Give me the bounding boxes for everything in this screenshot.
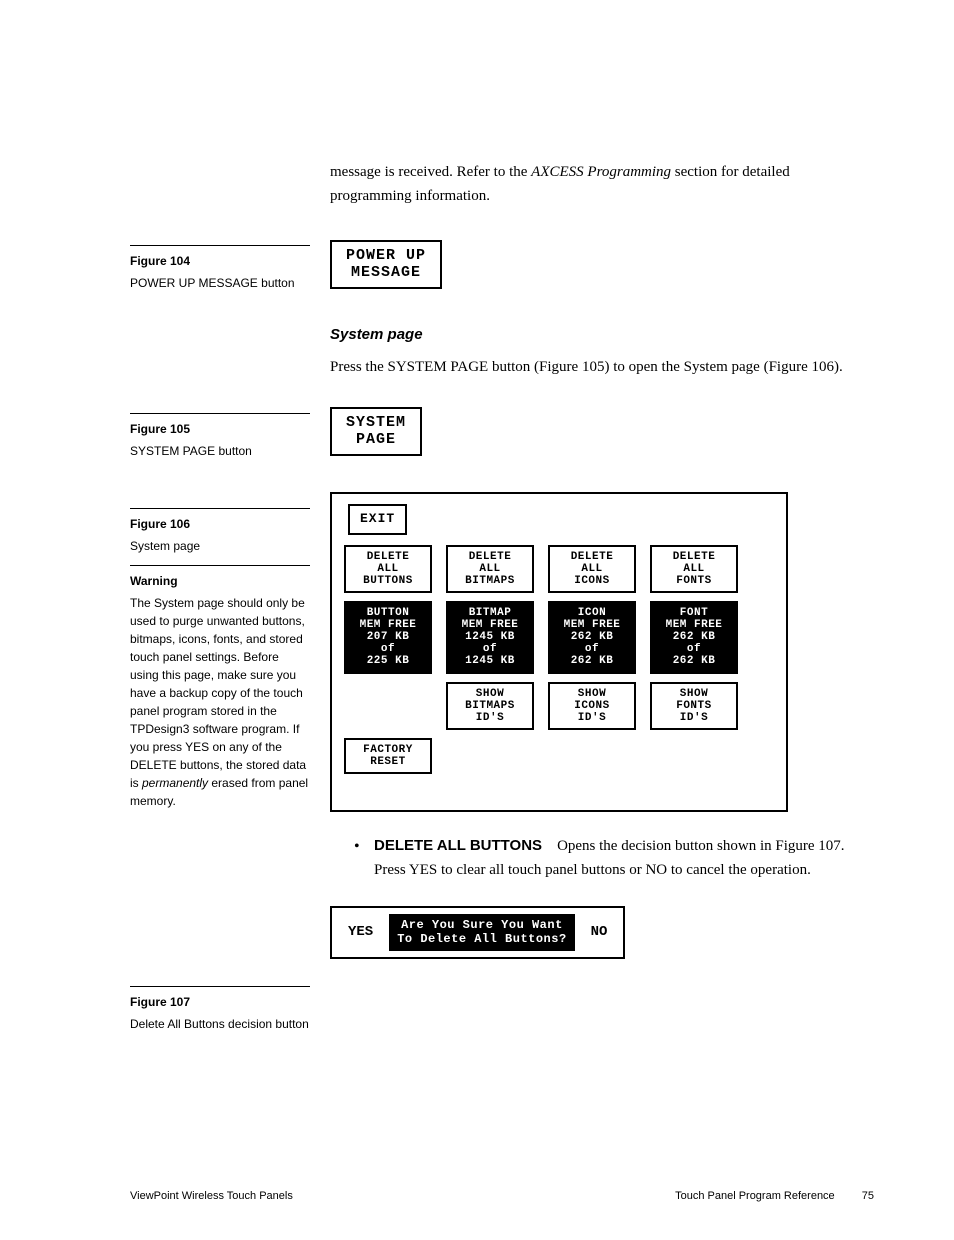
fig105-caption: SYSTEM PAGE button xyxy=(130,442,310,460)
rule xyxy=(130,413,310,414)
lcd-line1: POWER UP xyxy=(346,248,426,265)
decision-dialog: YES Are You Sure You Want To Delete All … xyxy=(330,906,625,959)
exit-button[interactable]: EXIT xyxy=(348,504,407,535)
fig106-title: Figure 106 xyxy=(130,515,310,533)
rule xyxy=(130,565,310,566)
section: System page Press the SYSTEM PAGE button… xyxy=(330,323,874,379)
fig106-figure: EXIT DELETEALLBUTTONS DELETEALLBITMAPS D… xyxy=(330,492,874,812)
fig107-figure: YES Are You Sure You Want To Delete All … xyxy=(330,906,874,959)
warning-em: permanently xyxy=(142,776,208,790)
delete-all-bitmaps-button[interactable]: DELETEALLBITMAPS xyxy=(446,545,534,593)
lcd-line2: MESSAGE xyxy=(346,265,426,282)
fig104-figure: POWER UP MESSAGE xyxy=(330,240,874,289)
panel-row-4: FACTORYRESET xyxy=(344,738,774,774)
show-bitmaps-ids-button[interactable]: SHOWBITMAPSID'S xyxy=(446,682,534,730)
section-body: Press the SYSTEM PAGE button (Figure 105… xyxy=(330,355,874,379)
show-fonts-ids-button[interactable]: SHOWFONTSID'S xyxy=(650,682,738,730)
footer-right: Touch Panel Program Reference 75 xyxy=(675,1190,874,1202)
warning-body: The System page should only be used to p… xyxy=(130,594,310,810)
icon-mem-free-display: ICONMEM FREE262 KBof262 KB xyxy=(548,601,636,673)
intro-em: AXCESS Programming xyxy=(531,164,671,180)
fig106-side: Figure 106 System page Warning The Syste… xyxy=(130,508,310,814)
footer-section: Touch Panel Program Reference xyxy=(675,1190,835,1202)
bullet-section: DELETE ALL BUTTONS Opens the decision bu… xyxy=(330,834,874,882)
rule xyxy=(130,508,310,509)
panel-row-1: DELETEALLBUTTONS DELETEALLBITMAPS DELETE… xyxy=(344,545,774,593)
yes-button[interactable]: YES xyxy=(338,914,383,951)
page: message is received. Refer to the AXCESS… xyxy=(0,0,954,1240)
system-page-panel: EXIT DELETEALLBUTTONS DELETEALLBITMAPS D… xyxy=(330,492,788,812)
section-heading: System page xyxy=(330,323,874,347)
fig107-title: Figure 107 xyxy=(130,993,310,1011)
intro-paragraph: message is received. Refer to the AXCESS… xyxy=(330,160,874,208)
panel-row-3: SHOWBITMAPSID'S SHOWICONSID'S SHOWFONTSI… xyxy=(344,682,774,730)
bitmap-mem-free-display: BITMAPMEM FREE1245 KBof1245 KB xyxy=(446,601,534,673)
intro-text-a: message is received. Refer to the xyxy=(330,164,531,180)
lcd-line2: PAGE xyxy=(346,432,406,449)
fig104-title: Figure 104 xyxy=(130,252,310,270)
button-mem-free-display: BUTTONMEM FREE207 KBof225 KB xyxy=(344,601,432,673)
warning-title: Warning xyxy=(130,572,310,590)
warning-a: The System page should only be used to p… xyxy=(130,596,306,790)
show-icons-ids-button[interactable]: SHOWICONSID'S xyxy=(548,682,636,730)
power-up-message-button[interactable]: POWER UP MESSAGE xyxy=(330,240,442,289)
fig107-caption: Delete All Buttons decision button xyxy=(130,1015,310,1033)
decision-message: Are You Sure You Want To Delete All Butt… xyxy=(389,914,574,951)
footer-page-number: 75 xyxy=(862,1190,874,1202)
delete-all-icons-button[interactable]: DELETEALLICONS xyxy=(548,545,636,593)
delete-all-buttons-button[interactable]: DELETEALLBUTTONS xyxy=(344,545,432,593)
fig104-side: Figure 104 POWER UP MESSAGE button xyxy=(130,245,310,296)
system-page-button[interactable]: SYSTEM PAGE xyxy=(330,407,422,456)
msg-l1: Are You Sure You Want xyxy=(397,918,566,932)
bullet-item: DELETE ALL BUTTONS Opens the decision bu… xyxy=(354,834,874,882)
rule xyxy=(130,245,310,246)
fig105-title: Figure 105 xyxy=(130,420,310,438)
delete-all-fonts-button[interactable]: DELETEALLFONTS xyxy=(650,545,738,593)
msg-l2: To Delete All Buttons? xyxy=(397,932,566,946)
panel-row-2: BUTTONMEM FREE207 KBof225 KB BITMAPMEM F… xyxy=(344,601,774,673)
page-footer: ViewPoint Wireless Touch Panels Touch Pa… xyxy=(130,1190,874,1202)
fig105-side: Figure 105 SYSTEM PAGE button xyxy=(130,413,310,464)
fig106-caption: System page xyxy=(130,537,310,555)
font-mem-free-display: FONTMEM FREE262 KBof262 KB xyxy=(650,601,738,673)
fig105-figure: SYSTEM PAGE xyxy=(330,407,874,456)
no-button[interactable]: NO xyxy=(581,914,618,951)
bullet-strong: DELETE ALL BUTTONS xyxy=(374,837,542,854)
rule xyxy=(130,986,310,987)
fig107-side: Figure 107 Delete All Buttons decision b… xyxy=(130,986,310,1037)
footer-left: ViewPoint Wireless Touch Panels xyxy=(130,1190,293,1202)
lcd-line1: SYSTEM xyxy=(346,415,406,432)
factory-reset-button[interactable]: FACTORYRESET xyxy=(344,738,432,774)
fig104-caption: POWER UP MESSAGE button xyxy=(130,274,310,292)
